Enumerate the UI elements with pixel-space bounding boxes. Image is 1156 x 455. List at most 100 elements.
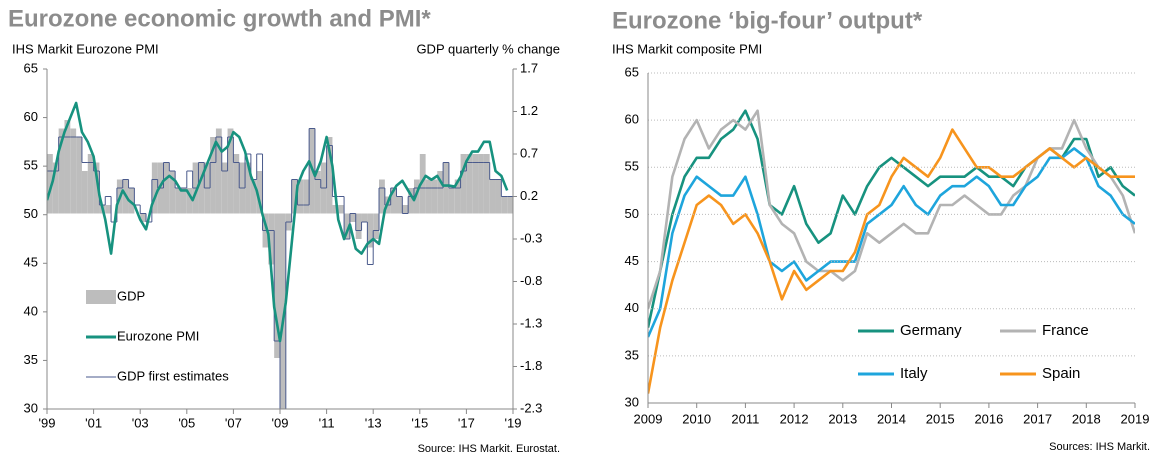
gdp-bar [478, 154, 484, 214]
gdp-bar [64, 120, 71, 214]
gdp-bar [233, 154, 240, 214]
gdp-bar [501, 196, 508, 214]
panel: Eurozone ‘big-four’ output* IHS Markit co… [612, 7, 1150, 453]
series-line [47, 101, 509, 343]
gdp-bar [390, 188, 397, 214]
y-tick-label: 55 [625, 159, 639, 174]
x-tick-label: '15 [411, 415, 428, 430]
gdp-bar [367, 213, 374, 248]
y-tick-label: 35 [625, 347, 639, 362]
chart-title: Eurozone economic growth and PMI* [8, 5, 431, 32]
gdp-bar [210, 137, 216, 214]
y2-axis-label: GDP quarterly % change [416, 41, 560, 56]
y2-tick-label: -0.3 [520, 230, 542, 245]
x-tick-label: '17 [458, 415, 475, 430]
gdp-bar [169, 171, 176, 214]
y-tick-label: 30 [625, 394, 639, 409]
legend-label: Eurozone PMI [117, 328, 199, 343]
y-tick-label: 45 [24, 255, 38, 270]
gdp-bar [483, 154, 490, 214]
gdp-bar [215, 128, 222, 214]
gdp-bar [326, 137, 333, 214]
y-tick-label: 40 [625, 300, 639, 315]
gdp-bar [151, 162, 158, 214]
x-tick-label: '07 [225, 415, 242, 430]
x-tick-label: 2009 [634, 411, 663, 426]
x-tick-label: 2014 [877, 411, 906, 426]
gdp-bar [338, 205, 345, 214]
gdp-bar [81, 171, 88, 214]
y2-tick-label: -1.8 [520, 358, 542, 373]
y-tick-label: 55 [24, 158, 38, 173]
gdp-bar [373, 213, 380, 239]
legend-label: Italy [900, 365, 928, 382]
gdp-bar [274, 213, 280, 358]
y2-tick-label: 1.7 [520, 60, 538, 75]
x-tick-label: '99 [39, 415, 56, 430]
x-tick-label: '05 [178, 415, 195, 430]
gdp-bar [297, 179, 304, 214]
x-tick-label: '11 [319, 415, 335, 430]
gdp-bar [355, 213, 362, 239]
x-tick-label: 2011 [731, 411, 759, 426]
gdp-bar [105, 205, 112, 214]
gdp-bar [52, 162, 59, 214]
legend-label: Germany [900, 322, 962, 339]
gdp-bar [175, 188, 181, 214]
y-tick-label: 50 [24, 206, 38, 221]
y-tick-label: 35 [24, 352, 38, 367]
x-tick-label: 2019 [1121, 411, 1150, 426]
series-line [648, 147, 1135, 338]
gdp-bar [303, 179, 310, 214]
gdp-bar [250, 179, 257, 214]
gdp-bar [140, 213, 147, 222]
gdp-bar [396, 196, 403, 214]
source: Source: IHS Markit. Eurostat. [418, 443, 560, 455]
panel: Eurozone economic growth and PMI* IHS Mar… [8, 5, 560, 455]
gdp-bar [402, 205, 409, 214]
gdp-bar [47, 154, 53, 214]
gdp-bar [256, 171, 263, 214]
series-line [648, 128, 1135, 394]
x-tick-label: '01 [85, 415, 102, 430]
x-tick-label: '03 [132, 415, 149, 430]
gdp-bar [419, 154, 426, 214]
gdp-bar [344, 213, 350, 239]
gdp-bar [454, 179, 461, 214]
gdp-bar [163, 162, 170, 214]
y-tick-label: 50 [625, 206, 639, 221]
gdp-bar [332, 205, 339, 214]
gdp-bar [413, 179, 420, 214]
gdp-bar [280, 213, 286, 409]
source: Sources: IHS Markit. [1049, 441, 1150, 453]
legend-label: GDP first estimates [117, 368, 229, 383]
gdp-bar [58, 128, 65, 214]
y2-tick-label: -1.3 [520, 315, 542, 330]
gdp-bar [87, 154, 94, 214]
x-tick-label: '13 [365, 415, 382, 430]
legend-swatch [86, 290, 116, 304]
gdp-bar [379, 179, 385, 214]
gdp-bar [291, 179, 298, 214]
gdp-bar [349, 213, 356, 222]
gdp-bar [425, 179, 432, 214]
legend-label: GDP [117, 288, 145, 303]
gdp-bar [128, 188, 135, 214]
y-axis-label: IHS Markit composite PMI [612, 41, 762, 56]
y2-tick-label: 0.2 [520, 188, 538, 203]
x-tick-label: 2016 [974, 411, 1003, 426]
y-tick-label: 40 [24, 303, 38, 318]
plot-area [648, 109, 1135, 394]
gdp-bar [437, 171, 444, 214]
x-tick-label: 2010 [682, 411, 711, 426]
gdp-bar [466, 154, 473, 214]
x-tick-label: 2013 [828, 411, 857, 426]
x-tick-label: 2017 [1023, 411, 1052, 426]
y2-tick-label: -0.8 [520, 273, 542, 288]
gdp-bar [198, 162, 205, 214]
gdp-bar [361, 213, 368, 222]
y-tick-label: 60 [24, 109, 38, 124]
gdp-bar [495, 179, 502, 214]
y2-tick-label: 1.2 [520, 103, 538, 118]
y-tick-label: 65 [24, 60, 38, 75]
